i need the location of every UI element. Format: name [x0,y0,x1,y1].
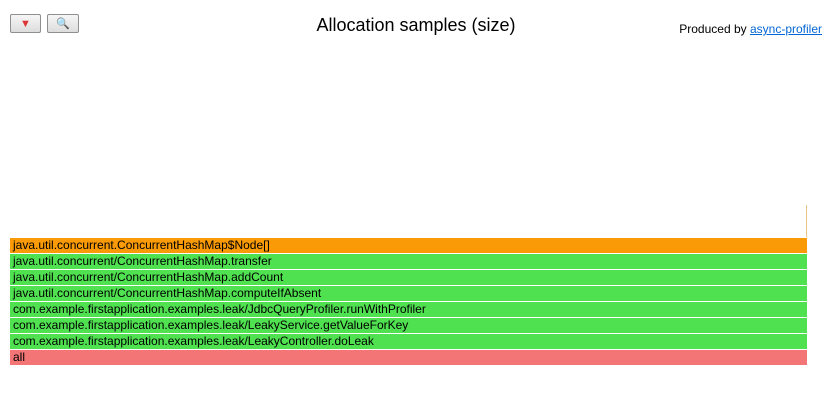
flame-frame[interactable]: java.util.concurrent.ConcurrentHashMap$N… [10,238,807,253]
flame-frame[interactable]: com.example.firstapplication.examples.le… [10,302,807,317]
flame-frame[interactable]: java.util.concurrent/ConcurrentHashMap.a… [10,270,807,285]
flame-marker-line [806,205,807,237]
reverse-button[interactable]: ▼ [10,14,41,33]
flame-frame[interactable]: java.util.concurrent/ConcurrentHashMap.t… [10,254,807,269]
triangle-down-icon: ▼ [20,17,31,30]
async-profiler-link[interactable]: async-profiler [749,22,822,36]
flame-graph[interactable]: java.util.concurrent.ConcurrentHashMap$N… [10,48,807,366]
flame-frame[interactable]: com.example.firstapplication.examples.le… [10,318,807,333]
flame-frame-root[interactable]: all [10,350,807,365]
produced-by: Produced by async-profiler [679,22,822,36]
flame-frame[interactable]: java.util.concurrent/ConcurrentHashMap.c… [10,286,807,301]
produced-by-prefix: Produced by [679,22,750,36]
flame-frame[interactable]: com.example.firstapplication.examples.le… [10,334,807,349]
search-icon: 🔍 [56,18,70,30]
search-button[interactable]: 🔍 [47,14,79,33]
page-title: Allocation samples (size) [316,15,516,35]
